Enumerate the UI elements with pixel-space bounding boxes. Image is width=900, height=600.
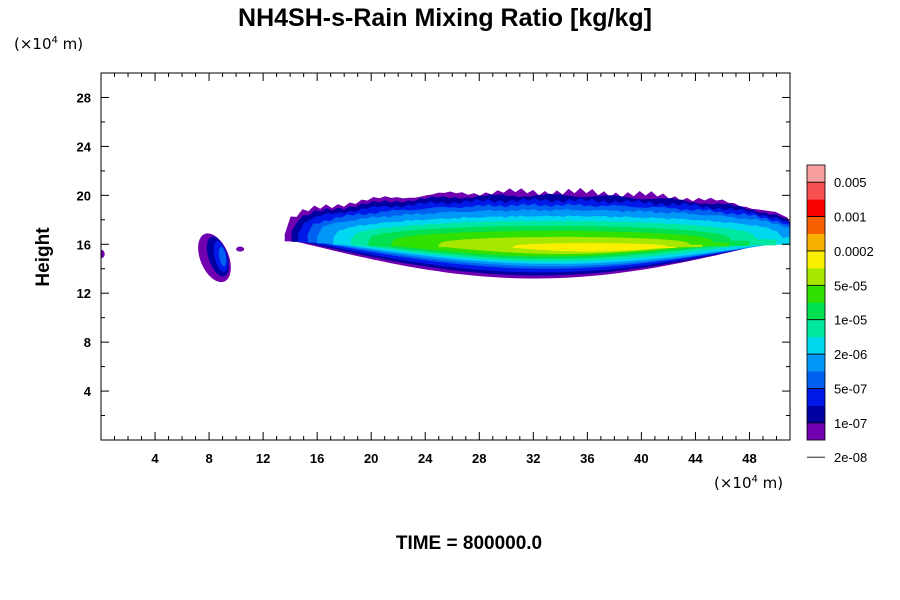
colorbar-swatch	[807, 405, 825, 424]
y-tick-labels: 4 8 12 16 20 24 28	[77, 90, 92, 399]
colorbar-label: 1e-07	[834, 416, 867, 431]
colorbar-swatch	[807, 233, 825, 252]
y-tick-label: 24	[77, 139, 92, 154]
colorbar-swatch	[807, 165, 825, 183]
x-tick-label: 48	[742, 451, 756, 466]
colorbar-labels: 0.005 0.001 0.0002 5e-05 1e-05 2e-06 5e-07 1e-0…	[834, 175, 874, 465]
x-tick-label: 44	[688, 451, 703, 466]
colorbar-label: 2e-06	[834, 347, 867, 362]
x-tick-label: 24	[418, 451, 433, 466]
y-tick-label: 8	[84, 335, 91, 350]
y-tick-label: 12	[77, 286, 91, 301]
y-unit-suffix: m)	[58, 35, 83, 53]
colorbar-swatch	[807, 319, 825, 338]
colorbar-swatch	[807, 199, 825, 217]
colorbar-swatch	[807, 285, 825, 303]
x-tick-label: 32	[526, 451, 540, 466]
x-unit-suffix: m)	[758, 474, 783, 492]
x-tick-label: 16	[310, 451, 324, 466]
colorbar-label: 5e-05	[834, 278, 867, 293]
colorbar-swatch	[807, 336, 825, 355]
y-tick-label: 20	[77, 188, 91, 203]
y-unit-exponent: 4	[52, 35, 58, 46]
x-tick-label: 28	[472, 451, 486, 466]
axis-ticks	[101, 72, 790, 440]
contour-band	[101, 250, 105, 259]
plot-area	[100, 72, 791, 441]
colorbar-label: 5e-07	[834, 381, 867, 396]
x-tick-label: 36	[580, 451, 594, 466]
colorbar-swatch	[807, 354, 825, 372]
x-unit-prefix: (×10	[714, 474, 752, 492]
y-unit-prefix: (×10	[14, 35, 52, 53]
colorbar-swatch	[807, 302, 825, 320]
colorbar-frame	[806, 164, 826, 441]
x-tick-label: 12	[256, 451, 270, 466]
colorbar-swatch	[807, 371, 825, 389]
colorbar-swatch	[807, 182, 825, 200]
time-label: TIME = 800000.0	[396, 533, 542, 554]
colorbar-label: 0.001	[834, 210, 867, 225]
x-tick-labels: 4 8 12 16 20 24 28 32 36 40 44 48	[151, 451, 756, 466]
y-axis-label: Height	[33, 227, 54, 287]
plot-frame	[100, 72, 791, 441]
x-unit-label: (×104 m)	[714, 474, 783, 492]
y-unit-label: (×104 m)	[14, 35, 83, 53]
x-tick-label: 40	[634, 451, 648, 466]
y-tick-label: 28	[77, 90, 91, 105]
colorbar-swatch	[807, 422, 825, 441]
colorbar-label: 0.005	[834, 175, 867, 190]
colorbar-label: 0.0002	[834, 244, 874, 259]
x-tick-label: 20	[364, 451, 378, 466]
x-unit-exponent: 4	[752, 474, 758, 485]
y-tick-label: 4	[84, 384, 92, 399]
colorbar-label: 1e-05	[834, 313, 867, 328]
contour-band	[236, 246, 245, 252]
contour-band	[513, 243, 676, 252]
x-tick-label: 4	[151, 451, 159, 466]
x-tick-label: 8	[205, 451, 212, 466]
colorbar-label: 2e-08	[834, 450, 867, 465]
chart-title: NH4SH-s-Rain Mixing Ratio [kg/kg]	[238, 4, 652, 32]
colorbar	[806, 164, 826, 458]
colorbar-swatch	[807, 216, 825, 235]
colorbar-swatch	[807, 388, 825, 406]
colorbar-swatch	[807, 268, 825, 286]
contour-band	[218, 246, 227, 267]
colorbar-swatch	[807, 250, 825, 269]
y-tick-label: 16	[77, 237, 91, 252]
contour-fills	[101, 187, 790, 283]
